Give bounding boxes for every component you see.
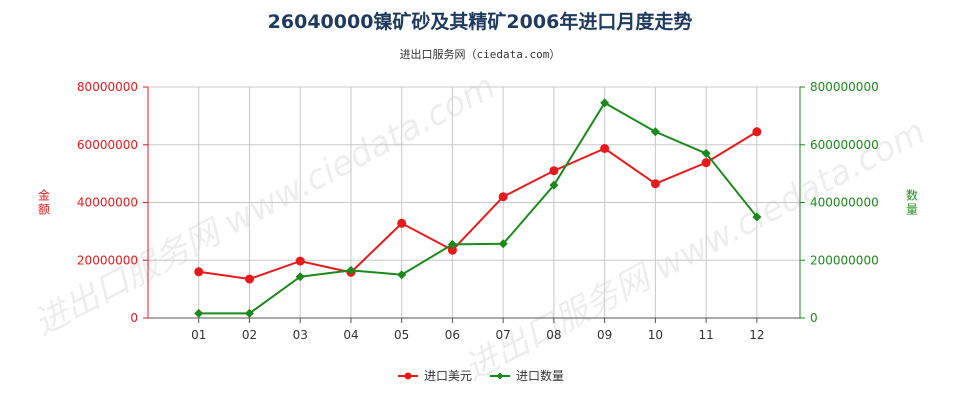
x-tick-label: 01 bbox=[191, 328, 206, 342]
legend-item: 进口数量 bbox=[490, 368, 564, 383]
y-right-axis-title: 数量 bbox=[906, 188, 918, 217]
x-tick-label: 12 bbox=[749, 328, 764, 342]
data-point bbox=[650, 179, 660, 189]
data-point bbox=[701, 148, 711, 158]
legend: 进口美元 进口数量 bbox=[398, 368, 564, 383]
x-tick-label: 08 bbox=[546, 328, 561, 342]
series-line bbox=[198, 130, 758, 281]
data-point bbox=[650, 127, 660, 137]
y-left-tick-label: 20000000 bbox=[77, 253, 138, 267]
legend-swatch-marker bbox=[496, 372, 504, 380]
legend-label: 进口美元 bbox=[424, 369, 472, 383]
legend-label: 进口数量 bbox=[516, 368, 564, 383]
x-tick-label: 06 bbox=[445, 328, 460, 342]
y-left-tick-label: 80000000 bbox=[77, 80, 138, 94]
x-tick-label: 04 bbox=[343, 328, 358, 342]
data-point bbox=[701, 158, 711, 168]
y-left-tick-label: 40000000 bbox=[77, 196, 138, 210]
legend-swatch-marker bbox=[404, 372, 412, 380]
x-tick-label: 07 bbox=[496, 328, 511, 342]
chart-subtitle: 进出口服务网（ciedata.com） bbox=[400, 47, 561, 61]
data-point bbox=[194, 267, 204, 277]
data-point bbox=[447, 245, 457, 255]
data-point bbox=[447, 239, 457, 249]
chart-title: 26040000镍矿砂及其精矿2006年进口月度走势 bbox=[268, 10, 693, 33]
x-tick-label: 11 bbox=[698, 328, 713, 342]
y-right-tick-label: 600000000 bbox=[810, 138, 879, 152]
data-point bbox=[549, 180, 559, 190]
x-tick-label: 10 bbox=[648, 328, 663, 342]
watermark-text: 进出口服务网 www.ciedata.com bbox=[458, 112, 932, 390]
data-point bbox=[498, 192, 508, 202]
y-right-tick-label: 400000000 bbox=[810, 196, 879, 210]
axes: 0200000004000000060000000800000000200000… bbox=[38, 80, 918, 342]
y-right-tick-label: 200000000 bbox=[810, 253, 879, 267]
data-point bbox=[752, 127, 762, 137]
data-point bbox=[346, 265, 356, 275]
gridlines bbox=[147, 86, 801, 319]
data-point bbox=[600, 98, 610, 108]
y-right-tick-label: 0 bbox=[810, 311, 818, 325]
data-point bbox=[295, 272, 305, 282]
y-right-tick-label: 800000000 bbox=[810, 80, 879, 94]
data-point bbox=[194, 308, 204, 318]
data-point bbox=[498, 239, 508, 249]
data-point bbox=[600, 144, 610, 154]
series-line bbox=[198, 101, 758, 315]
series bbox=[194, 98, 762, 318]
y-left-tick-label: 60000000 bbox=[77, 138, 138, 152]
series-1 bbox=[194, 127, 762, 284]
x-tick-label: 03 bbox=[293, 328, 308, 342]
data-point bbox=[295, 256, 305, 266]
series-2 bbox=[194, 98, 762, 318]
y-left-axis-title: 金额 bbox=[38, 188, 50, 217]
data-point bbox=[752, 212, 762, 222]
data-point bbox=[244, 308, 254, 318]
legend-item: 进口美元 bbox=[398, 369, 472, 383]
y-left-tick-label: 0 bbox=[130, 311, 138, 325]
data-point bbox=[397, 270, 407, 280]
data-point bbox=[397, 218, 407, 228]
data-point bbox=[549, 166, 559, 176]
x-tick-label: 02 bbox=[242, 328, 257, 342]
x-tick-label: 05 bbox=[394, 328, 409, 342]
x-tick-label: 09 bbox=[597, 328, 612, 342]
data-point bbox=[244, 274, 254, 284]
